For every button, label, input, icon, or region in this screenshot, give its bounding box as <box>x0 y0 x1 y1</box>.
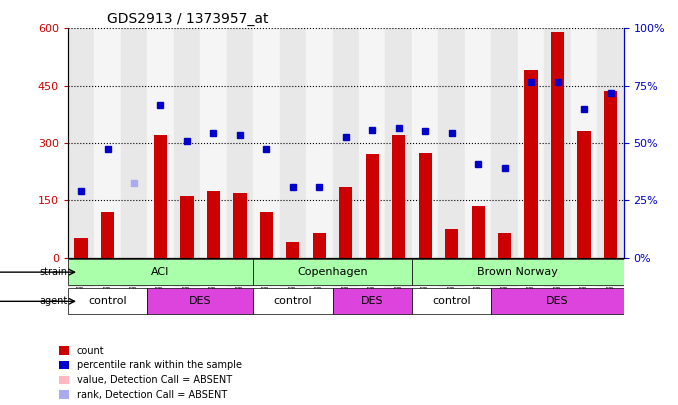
Bar <box>412 28 439 258</box>
Bar <box>571 258 597 287</box>
Bar <box>571 28 597 258</box>
FancyBboxPatch shape <box>412 288 492 314</box>
FancyBboxPatch shape <box>492 288 624 314</box>
Bar <box>597 258 624 287</box>
Bar <box>154 135 167 258</box>
Bar <box>518 258 544 287</box>
Bar <box>279 258 306 287</box>
Bar <box>279 28 306 258</box>
Bar <box>392 135 405 258</box>
Bar <box>439 258 465 287</box>
Bar <box>233 193 247 258</box>
Bar <box>339 187 353 258</box>
Text: control: control <box>273 296 312 306</box>
Bar <box>121 258 147 287</box>
Bar <box>578 132 591 258</box>
Bar <box>226 258 253 287</box>
Bar <box>200 28 226 258</box>
Bar <box>365 154 379 258</box>
FancyBboxPatch shape <box>332 288 412 314</box>
Text: strain: strain <box>40 267 68 277</box>
Bar <box>260 212 273 258</box>
Bar <box>465 258 492 287</box>
Bar <box>174 258 200 287</box>
Bar <box>332 258 359 287</box>
Bar <box>147 28 174 258</box>
Text: control: control <box>88 296 127 306</box>
Bar <box>68 28 94 258</box>
Bar <box>544 258 571 287</box>
Bar <box>492 258 518 287</box>
Bar <box>359 258 386 287</box>
Bar <box>525 70 538 258</box>
FancyBboxPatch shape <box>412 259 624 285</box>
Text: ACI: ACI <box>151 267 170 277</box>
Bar <box>418 153 432 258</box>
FancyBboxPatch shape <box>68 259 253 285</box>
Bar <box>439 28 465 258</box>
Bar <box>101 212 114 258</box>
Bar <box>75 239 87 258</box>
Bar <box>492 28 518 258</box>
Bar <box>386 28 412 258</box>
Bar <box>147 258 174 287</box>
Legend: count, percentile rank within the sample, value, Detection Call = ABSENT, rank, : count, percentile rank within the sample… <box>59 345 241 400</box>
Text: DES: DES <box>189 296 212 306</box>
Bar <box>604 92 617 258</box>
Bar <box>306 258 332 287</box>
Text: control: control <box>433 296 471 306</box>
Bar <box>332 28 359 258</box>
Text: Brown Norway: Brown Norway <box>477 267 558 277</box>
Bar <box>226 28 253 258</box>
Bar <box>386 258 412 287</box>
Bar <box>200 258 226 287</box>
Text: DES: DES <box>361 296 384 306</box>
Bar <box>286 242 300 258</box>
Text: Copenhagen: Copenhagen <box>297 267 368 277</box>
Bar <box>544 28 571 258</box>
Bar <box>412 258 439 287</box>
Bar <box>518 28 544 258</box>
FancyBboxPatch shape <box>253 259 412 285</box>
FancyBboxPatch shape <box>147 288 253 314</box>
Text: agent: agent <box>39 296 68 306</box>
Text: GDS2913 / 1373957_at: GDS2913 / 1373957_at <box>106 12 268 26</box>
Bar <box>94 258 121 287</box>
Bar <box>498 233 511 258</box>
Bar <box>180 196 193 258</box>
Bar <box>306 28 332 258</box>
Bar <box>253 258 279 287</box>
Bar <box>68 258 94 287</box>
Bar <box>94 28 121 258</box>
Bar <box>174 28 200 258</box>
FancyBboxPatch shape <box>253 288 332 314</box>
FancyBboxPatch shape <box>68 288 147 314</box>
Bar <box>313 233 326 258</box>
Bar <box>445 229 458 258</box>
Bar <box>121 28 147 258</box>
Text: DES: DES <box>546 296 569 306</box>
Bar <box>253 28 279 258</box>
Bar <box>471 206 485 258</box>
Bar <box>359 28 386 258</box>
Bar <box>551 32 564 258</box>
Bar <box>597 28 624 258</box>
Bar <box>465 28 492 258</box>
Bar <box>207 191 220 258</box>
